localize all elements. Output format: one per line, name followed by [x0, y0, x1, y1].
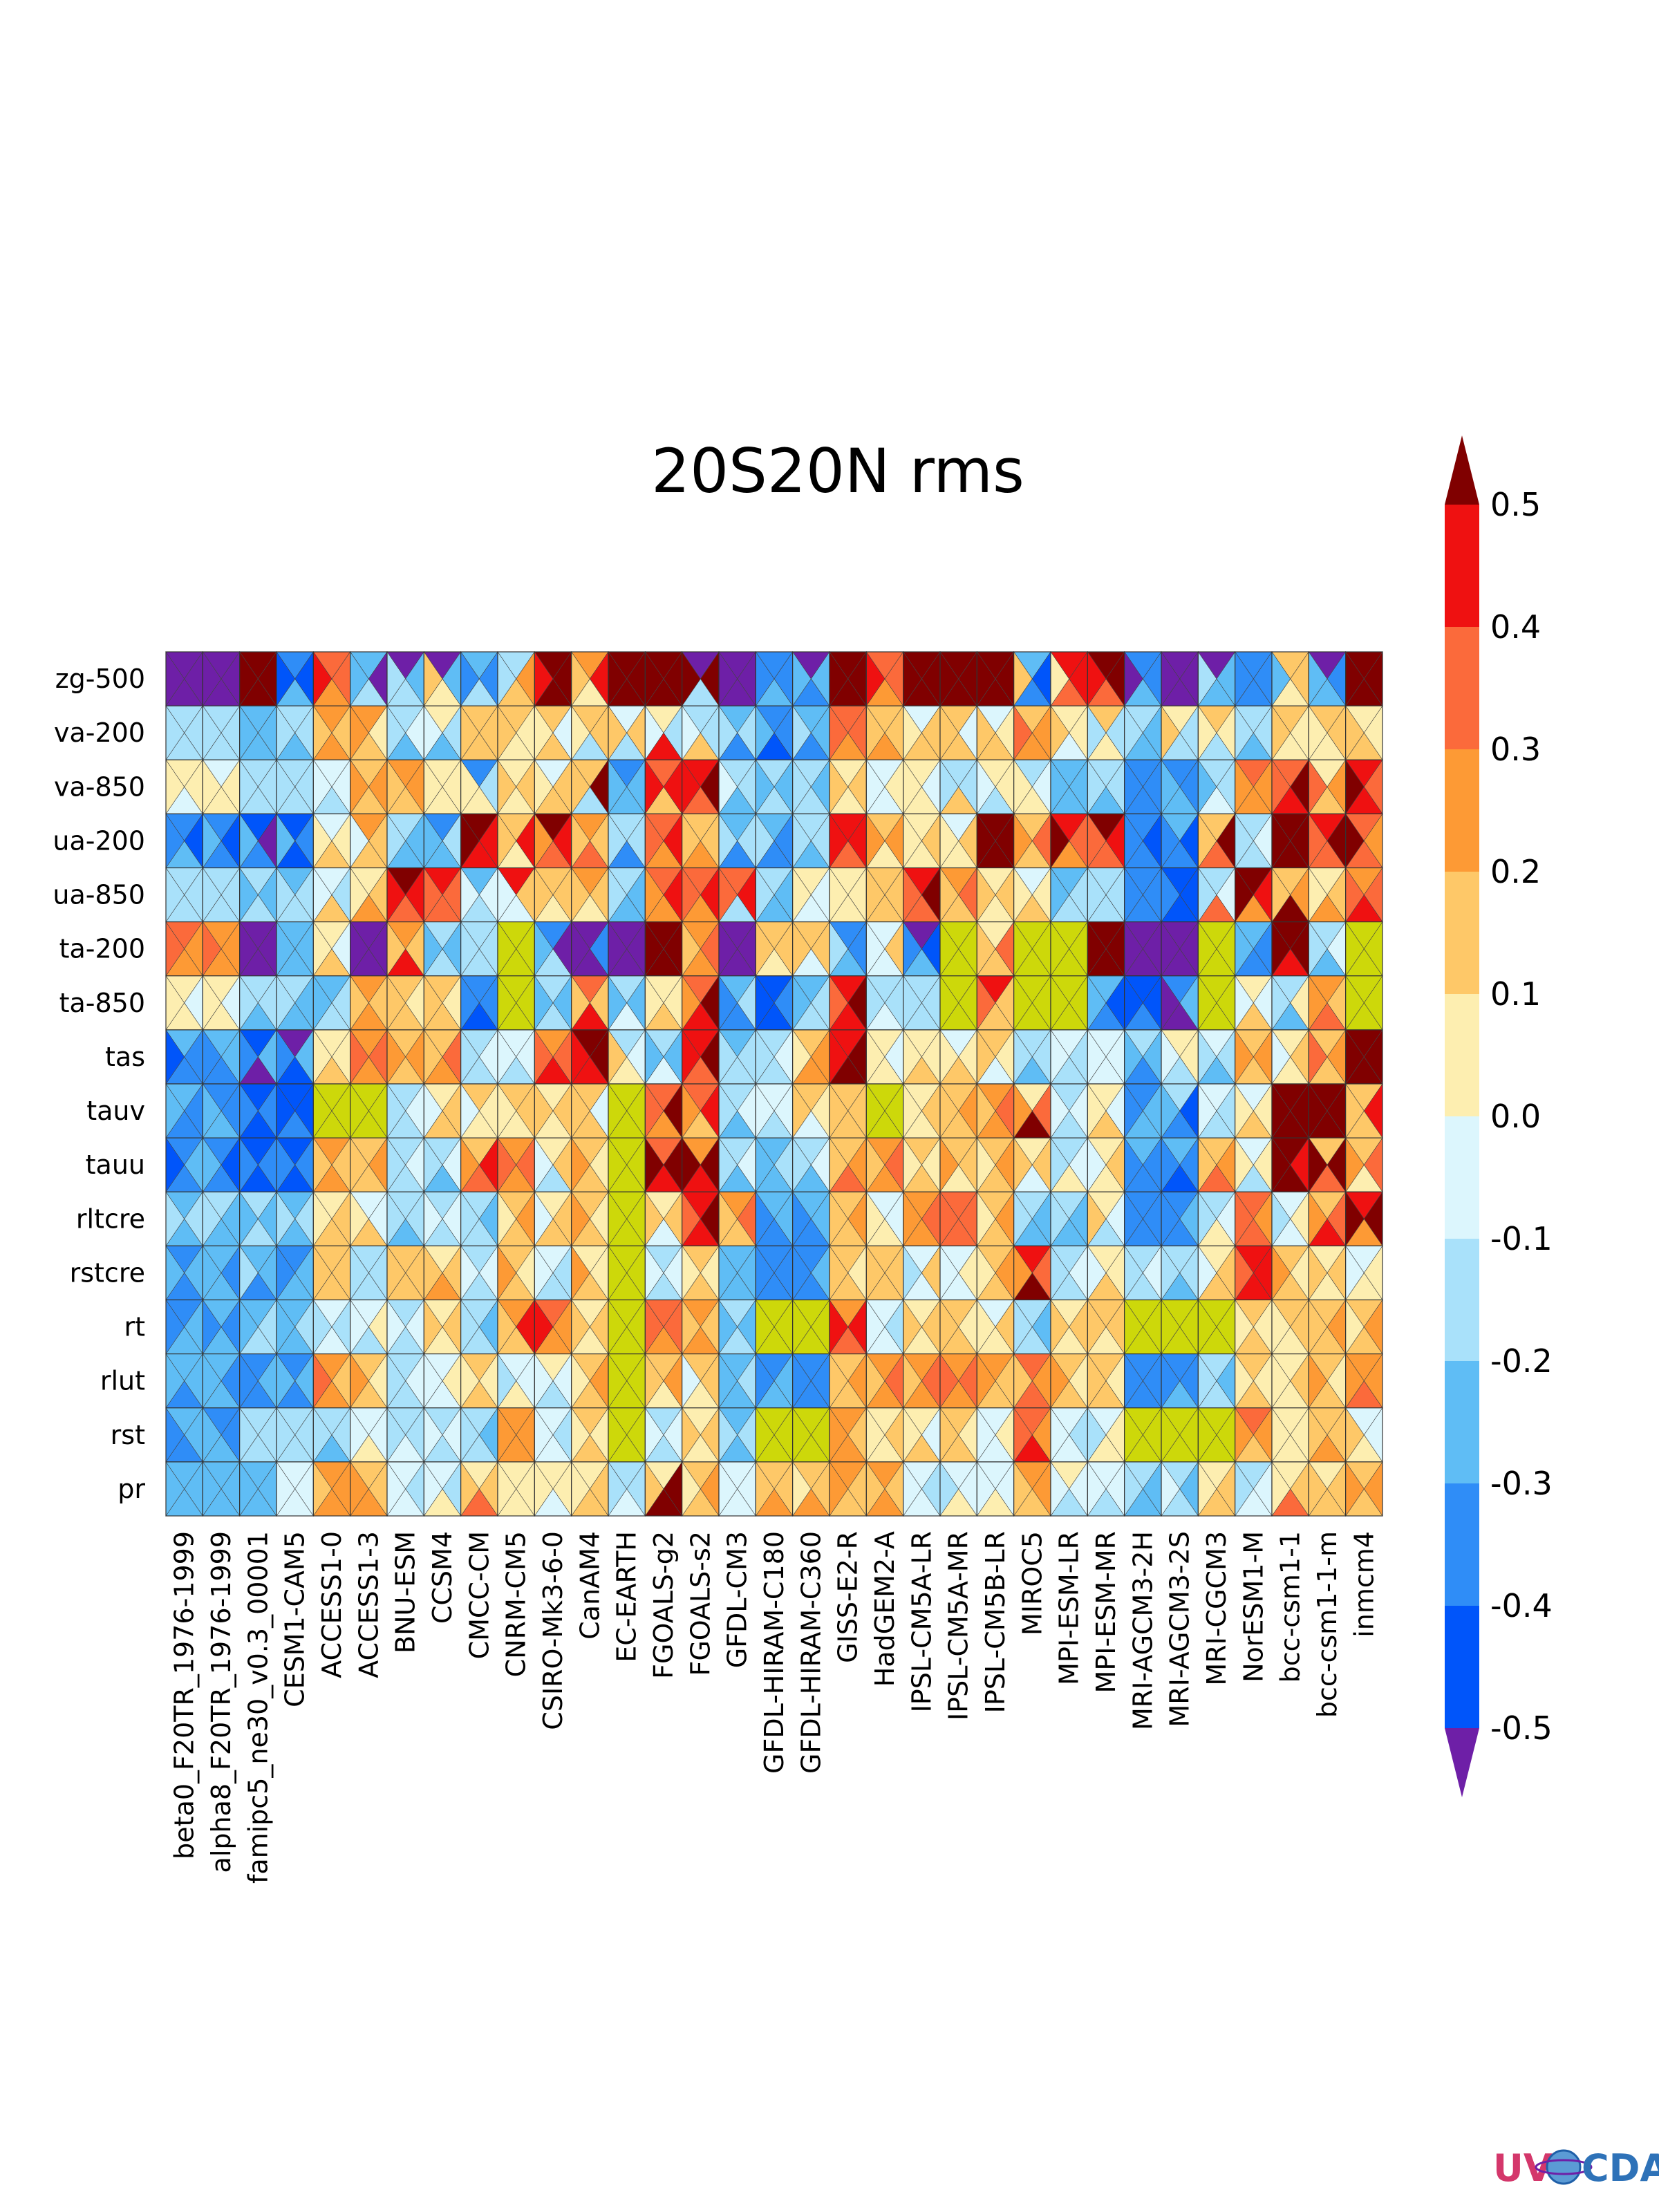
- chart-title: 20S20N rms: [651, 435, 1024, 507]
- column-label: CanAM4: [574, 1531, 605, 1640]
- colorbar-tick-label: 0.5: [1490, 486, 1541, 523]
- row-label: pr: [118, 1474, 145, 1504]
- colorbar-segment: [1445, 749, 1479, 872]
- column-label: GFDL-HIRAM-C180: [759, 1531, 789, 1774]
- column-label: IPSL-CM5A-MR: [944, 1531, 974, 1721]
- row-label: rst: [111, 1420, 145, 1450]
- colorbar-tick-label: -0.2: [1490, 1342, 1553, 1380]
- column-label: CNRM-CM5: [501, 1531, 532, 1677]
- column-label: MRI-AGCM3-2S: [1165, 1531, 1195, 1727]
- row-label: ua-850: [53, 880, 145, 910]
- globe-icon: [1546, 2149, 1582, 2185]
- logo-text-left: UV: [1493, 2146, 1553, 2190]
- uvcdat-logo: UV CDAT: [1493, 2146, 1659, 2190]
- column-label: IPSL-CM5B-LR: [980, 1531, 1011, 1713]
- colorbar-segment: [1445, 1116, 1479, 1239]
- column-label: FGOALS-g2: [648, 1531, 679, 1679]
- column-label: bcc-csm1-1: [1275, 1531, 1306, 1683]
- column-label: alpha8_F20TR_1976-1999: [206, 1531, 236, 1873]
- colorbar-segment: [1445, 627, 1479, 749]
- row-label: rlut: [100, 1366, 145, 1396]
- column-label: IPSL-CM5A-LR: [906, 1531, 937, 1712]
- column-label: NorESM1-M: [1238, 1531, 1268, 1683]
- colorbar-tick-label: -0.3: [1490, 1465, 1553, 1502]
- row-label: ta-850: [59, 988, 145, 1018]
- row-label: rstcre: [70, 1257, 145, 1288]
- column-label: beta0_F20TR_1976-1999: [169, 1531, 200, 1859]
- colorbar-segment: [1445, 505, 1479, 627]
- heatmap-cell: [1345, 1461, 1383, 1517]
- colorbar-tick-label: 0.2: [1490, 853, 1541, 890]
- column-label: GFDL-HIRAM-C360: [796, 1531, 826, 1774]
- column-label: MRI-CGCM3: [1201, 1531, 1232, 1686]
- row-label: tauv: [86, 1096, 145, 1126]
- column-label: CESM1-CAM5: [280, 1531, 310, 1707]
- colorbar-under-arrow: [1445, 1728, 1479, 1797]
- colorbar-tick-label: 0.4: [1490, 608, 1541, 646]
- colorbar-tick-label: 0.0: [1490, 1098, 1541, 1135]
- colorbar-tick-label: -0.1: [1490, 1220, 1553, 1257]
- colorbar-segment: [1445, 1606, 1479, 1728]
- column-label: ACCESS1-3: [353, 1531, 384, 1678]
- column-label: bcc-csm1-1-m: [1312, 1531, 1342, 1718]
- column-label: inmcm4: [1349, 1531, 1379, 1638]
- column-label: MRI-AGCM3-2H: [1127, 1531, 1158, 1730]
- colorbar-segment: [1445, 1483, 1479, 1606]
- row-labels: zg-500 va-200 va-850 ua-200 ua-850 ta-200 ta-8…: [53, 664, 145, 1504]
- globe-orbit-icon: [1535, 2159, 1593, 2175]
- column-label: ACCESS1-0: [317, 1531, 347, 1678]
- row-label: va-850: [54, 771, 145, 802]
- logo-text-right: CDAT: [1582, 2146, 1659, 2190]
- colorbar-segment: [1445, 872, 1479, 994]
- column-label: HadGEM2-A: [870, 1531, 900, 1687]
- column-label: CCSM4: [427, 1531, 458, 1624]
- column-label: GISS-E2-R: [833, 1531, 863, 1663]
- colorbar-segment: [1445, 1361, 1479, 1483]
- column-labels: beta0_F20TR_1976-1999 alpha8_F20TR_1976-1…: [169, 1531, 1380, 1884]
- column-label: CMCC-CM: [464, 1531, 494, 1659]
- row-label: rt: [124, 1312, 145, 1342]
- row-label: rltcre: [76, 1203, 145, 1234]
- colorbar-tick-label: 0.1: [1490, 975, 1541, 1013]
- colorbar-segment: [1445, 994, 1479, 1116]
- row-label: tas: [105, 1042, 145, 1072]
- column-label: MPI-ESM-LR: [1054, 1531, 1085, 1685]
- colorbar: -0.5 -0.4 -0.3 -0.2 -0.1 0.0 0.1 0.2 0.3 0.4 0.5: [1445, 435, 1553, 1797]
- column-label: MPI-ESM-MR: [1091, 1531, 1121, 1693]
- column-label: MIROC5: [1017, 1531, 1047, 1635]
- heatmap-grid: [165, 651, 1383, 1517]
- colorbar-tick-label: -0.4: [1490, 1587, 1553, 1624]
- colorbar-over-arrow: [1445, 435, 1479, 505]
- column-label: CSIRO-Mk3-6-0: [538, 1531, 568, 1730]
- row-label: ta-200: [59, 934, 145, 964]
- column-label: BNU-ESM: [391, 1531, 421, 1653]
- colorbar-segment: [1445, 1239, 1479, 1361]
- column-label: famipc5_ne30_v0.3_00001: [243, 1531, 273, 1884]
- column-label: EC-EARTH: [612, 1531, 642, 1662]
- row-label: tauu: [86, 1150, 145, 1180]
- row-label: ua-200: [53, 825, 145, 856]
- colorbar-tick-label: 0.3: [1490, 731, 1541, 768]
- column-label: GFDL-CM3: [722, 1531, 753, 1668]
- column-label: FGOALS-s2: [685, 1531, 715, 1676]
- row-label: va-200: [54, 718, 145, 748]
- row-label: zg-500: [55, 664, 145, 694]
- colorbar-tick-label: -0.5: [1490, 1709, 1553, 1747]
